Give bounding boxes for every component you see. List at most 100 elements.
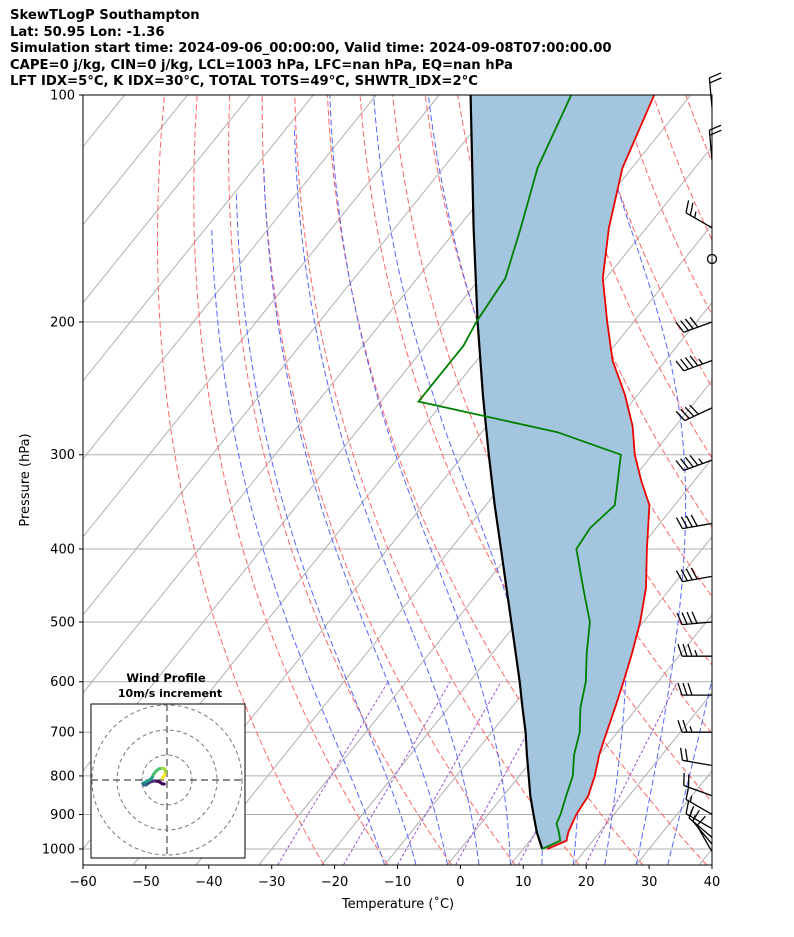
barb-flag (690, 514, 698, 527)
barb-flag (684, 406, 695, 417)
x-tick-label: 10 (515, 875, 532, 890)
wind-barb (677, 719, 712, 733)
barb-flag (675, 410, 686, 422)
barb-flag (690, 567, 698, 580)
barb-flag (677, 682, 683, 696)
calm-wind-circle (706, 253, 718, 265)
wind-barb (677, 643, 712, 657)
wind-barb (675, 355, 713, 372)
y-tick-label: 400 (50, 542, 75, 557)
dewpoint-line (416, 95, 622, 850)
wind-barb (685, 200, 713, 229)
chart-title: SkewTLogP Southampton (10, 8, 200, 23)
parcel-profile-line (469, 95, 544, 850)
barb-flag (684, 748, 689, 762)
mixing-ratio-line (342, 681, 451, 865)
x-tick-label: −40 (195, 875, 222, 890)
barb-flag (682, 682, 688, 696)
x-tick-label: 0 (456, 875, 464, 890)
chart-header: SkewTLogP Southampton Lat: 50.95 Lon: -1… (10, 8, 612, 91)
moist-adiabat (263, 168, 448, 865)
barb-flag (682, 643, 688, 657)
moist-adiabat (590, 95, 687, 865)
dry-adiabat (424, 95, 712, 735)
y-tick-label: 700 (50, 726, 75, 741)
y-tick-label: 300 (50, 448, 75, 463)
location-text: Lat: 50.95 Lon: -1.36 (10, 24, 165, 40)
barb-flag (684, 456, 694, 468)
barb-flag (684, 357, 694, 368)
barb-flag (687, 643, 693, 657)
barb-flag (680, 408, 690, 419)
wind-barb (685, 801, 713, 830)
wind-barb (706, 253, 718, 265)
barb-flag (685, 515, 693, 528)
hodograph-plot (91, 704, 245, 858)
x-tick-label: −60 (69, 875, 96, 890)
mixing-ratio-line (517, 681, 616, 865)
barb-flag (675, 517, 684, 529)
hodograph-segment (160, 775, 165, 780)
barb-flag (685, 801, 690, 814)
isotherm (698, 848, 712, 865)
isotherm (384, 457, 712, 865)
mixing-ratio-line (585, 681, 678, 865)
barb-half-flag (694, 649, 698, 657)
moist-adiabat (667, 677, 712, 865)
dry-adiabat (751, 95, 794, 865)
barb-flag (675, 360, 685, 372)
barb-flag (680, 569, 688, 582)
dry-adiabat (359, 95, 708, 865)
temperature-line (546, 95, 656, 850)
barb-flag (689, 316, 699, 328)
isotherm (83, 95, 377, 460)
wind-barb (675, 567, 713, 583)
x-axis-label: Temperature (˚C) (341, 896, 454, 912)
indices-text: LFT IDX=5°C, K IDX=30°C, TOTAL TOTS=49°C… (10, 74, 478, 89)
barb-flag (709, 124, 722, 131)
y-axis-label: Pressure (hPa) (18, 433, 33, 526)
barb-flag (681, 612, 688, 625)
y-tick-label: 100 (50, 89, 75, 104)
wind-barb (708, 124, 722, 161)
x-tick-label: 20 (578, 875, 595, 890)
dry-adiabat (718, 95, 794, 865)
barb-flag (676, 612, 683, 625)
isotherm (83, 95, 251, 304)
barb-flag (687, 682, 693, 696)
y-tick-label: 900 (50, 808, 75, 823)
barb-flag (709, 72, 722, 79)
isotherm (572, 692, 712, 865)
dry-adiabat (685, 95, 712, 163)
x-tick-label: −20 (321, 875, 348, 890)
y-tick-label: 500 (50, 616, 75, 631)
dry-adiabat (157, 95, 325, 865)
barb-flag (675, 570, 684, 582)
moist-adiabat (293, 126, 480, 865)
moist-adiabat (211, 227, 386, 865)
isotherm (83, 95, 440, 538)
barb-flag (689, 355, 699, 367)
wind-barb (679, 747, 713, 767)
wind-barb (683, 772, 713, 797)
x-tick-label: −30 (258, 875, 285, 890)
barb-flag (685, 200, 690, 213)
barb-flag (686, 611, 693, 625)
moist-adiabat (235, 193, 417, 865)
barb-half-flag (698, 358, 704, 365)
barb-half-flag (689, 809, 693, 817)
barb-flag (684, 318, 694, 330)
x-tick-label: −10 (384, 875, 411, 890)
x-tick-label: −50 (132, 875, 159, 890)
hodograph-subtitle: 10m/s increment (118, 687, 222, 700)
barb-staff (692, 820, 713, 845)
dry-adiabat (652, 95, 712, 241)
barb-half-flag (689, 795, 693, 803)
mixing-ratio-line (277, 681, 389, 865)
isotherm (83, 95, 188, 226)
dry-adiabat (326, 95, 644, 865)
barb-flag (680, 458, 690, 470)
isotherm (510, 614, 712, 865)
dry-adiabat (522, 95, 712, 529)
